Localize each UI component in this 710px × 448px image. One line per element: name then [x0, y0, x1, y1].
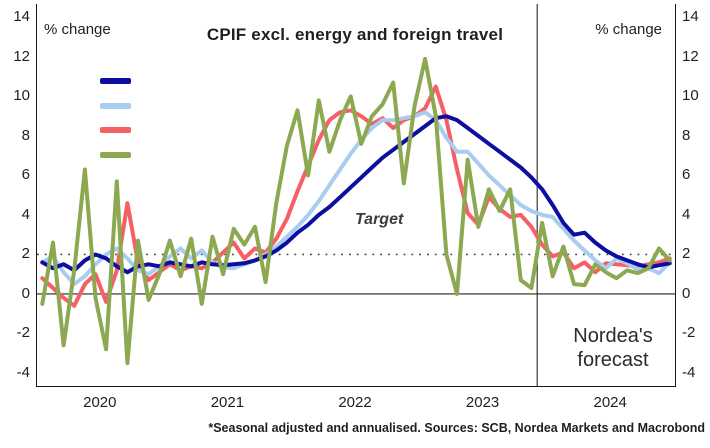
forecast-annotation: Nordea's forecast [548, 324, 678, 372]
y-axis-label-left: % change [44, 21, 111, 38]
y-tick-label-right: -4 [682, 363, 696, 381]
y-tick-label-left: -4 [16, 363, 30, 381]
x-tick-label: 2020 [83, 394, 117, 411]
forecast-annotation-line1: Nordea's [573, 325, 653, 347]
source-footnote: *Seasonal adjusted and annualised. Sourc… [208, 421, 705, 435]
legend-swatch-red [100, 127, 131, 133]
y-tick-label-right: 12 [682, 47, 699, 65]
forecast-annotation-line2: forecast [577, 349, 649, 371]
series-line-light-blue [40, 110, 672, 287]
y-tick-label-right: 10 [682, 87, 699, 105]
y-axis-label-right: % change [595, 21, 662, 38]
legend-swatch-dark-blue [100, 78, 131, 84]
y-tick-label-left: 10 [13, 87, 30, 105]
x-tick-label: 2021 [210, 394, 245, 411]
y-tick-label-right: 14 [682, 8, 699, 26]
y-tick-label-right: 6 [682, 166, 691, 184]
series-line-green [40, 56, 672, 366]
y-tick-label-left: 12 [13, 47, 30, 65]
y-tick-label-right: 2 [682, 245, 691, 263]
legend-swatch-green [100, 151, 131, 158]
series-line-dark-blue [40, 114, 672, 275]
x-tick-label: 2024 [593, 394, 627, 411]
legend-swatch-light-blue [100, 102, 131, 109]
x-tick-label: 2023 [465, 394, 500, 411]
y-tick-label-left: 4 [21, 205, 30, 223]
chart-title: CPIF excl. energy and foreign travel [206, 25, 504, 44]
y-tick-label-left: -2 [16, 324, 30, 342]
y-tick-label-left: 14 [13, 8, 30, 26]
plot-area [36, 4, 676, 387]
y-tick-label-left: 2 [21, 245, 30, 263]
y-tick-label-right: 4 [682, 205, 691, 223]
y-tick-label-left: 0 [21, 284, 30, 302]
y-tick-label-left: 8 [21, 126, 30, 144]
y-tick-label-left: 6 [21, 166, 30, 184]
y-tick-label-right: 0 [682, 284, 691, 302]
line-chart-canvas [37, 4, 675, 386]
target-annotation: Target [355, 211, 404, 228]
x-tick-label: 2022 [338, 394, 372, 411]
y-tick-label-right: -2 [682, 324, 696, 342]
y-tick-label-right: 8 [682, 126, 691, 144]
